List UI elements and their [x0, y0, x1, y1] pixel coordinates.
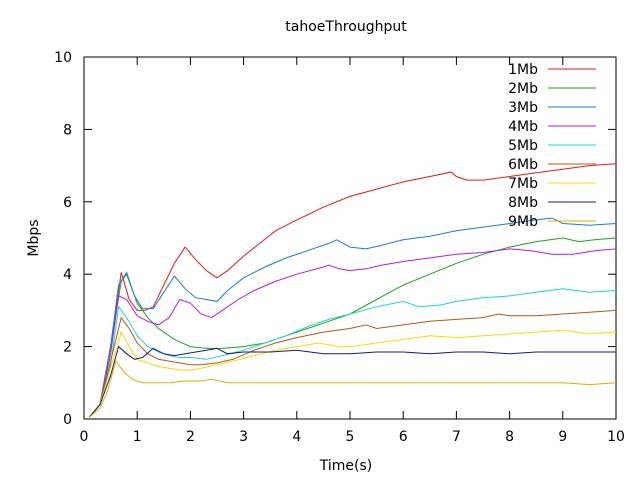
series-line-3Mb	[88, 217, 617, 418]
y-tick-label: 4	[63, 267, 72, 283]
legend-label-3Mb: 3Mb	[508, 100, 538, 116]
legend-label-1Mb: 1Mb	[508, 62, 538, 78]
legend-label-4Mb: 4Mb	[508, 119, 538, 135]
legend-label-8Mb: 8Mb	[508, 195, 538, 211]
series-line-8Mb	[88, 345, 616, 418]
chart-title: tahoeThroughput	[285, 19, 407, 35]
x-tick-label: 2	[186, 429, 195, 445]
legend-label-6Mb: 6Mb	[508, 157, 538, 173]
x-tick-label: 5	[346, 429, 355, 445]
x-tick-label: 0	[80, 429, 89, 445]
legend-label-7Mb: 7Mb	[508, 176, 538, 192]
y-tick-label: 10	[54, 50, 72, 66]
x-tick-label: 4	[292, 429, 301, 445]
x-tick-label: 6	[399, 429, 408, 445]
x-axis-label: Time(s)	[319, 458, 372, 474]
x-tick-label: 1	[133, 429, 142, 445]
series-line-9Mb	[88, 359, 617, 418]
y-tick-label: 6	[63, 195, 72, 211]
legend: 1Mb 2Mb 3Mb 4Mb 5Mb 6Mb 7Mb 8Mb 9Mb	[508, 62, 596, 230]
x-tick-label: 10	[607, 429, 625, 445]
y-tick-label: 8	[63, 122, 72, 138]
y-axis-label: Mbps	[26, 219, 42, 256]
legend-label-9Mb: 9Mb	[508, 214, 538, 230]
series-line-4Mb	[88, 248, 617, 418]
series-line-7Mb	[88, 329, 617, 418]
legend-label-5Mb: 5Mb	[508, 138, 538, 154]
series-line-1Mb	[88, 163, 617, 418]
x-tick-label: 9	[558, 429, 567, 445]
y-tick-label: 0	[63, 412, 72, 428]
legend-label-2Mb: 2Mb	[508, 81, 538, 97]
x-tick-label: 3	[239, 429, 248, 445]
y-tick-label: 2	[63, 340, 72, 356]
x-tick-label: 7	[452, 429, 461, 445]
x-tick-label: 8	[505, 429, 514, 445]
series-line-6Mb	[88, 309, 617, 418]
series-line-5Mb	[88, 288, 617, 418]
axis-ticks: 0 1 2 3 4 5 6 7 8 9 10 0 2 4 6 8 10	[54, 50, 625, 445]
series-layer	[88, 163, 617, 418]
